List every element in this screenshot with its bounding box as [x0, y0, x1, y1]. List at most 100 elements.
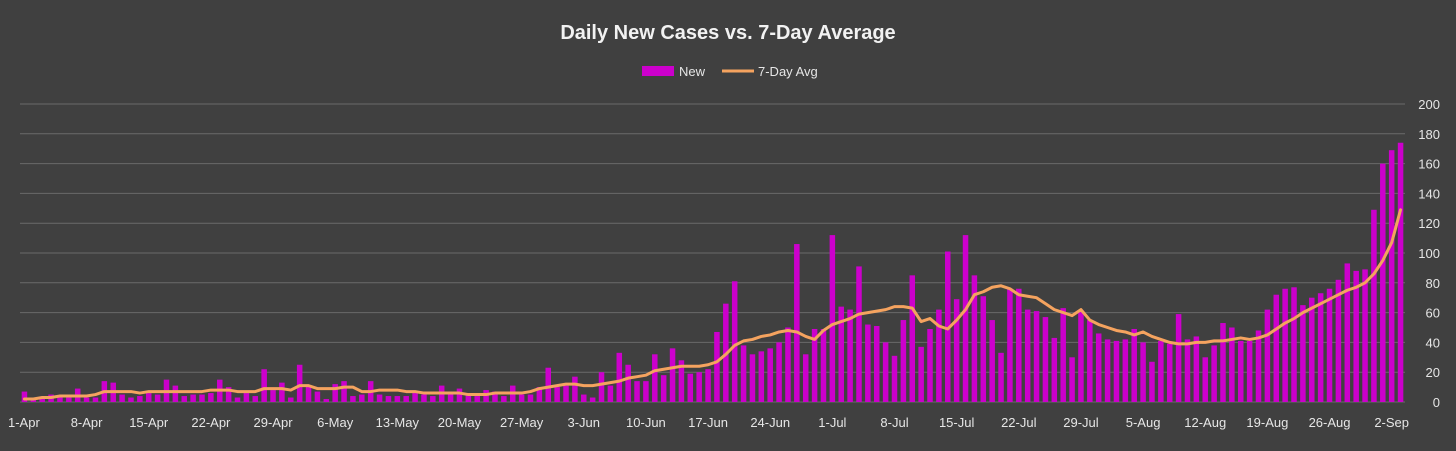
- bar-new: [447, 393, 454, 402]
- bar-new: [137, 396, 143, 402]
- bar-new: [1229, 327, 1235, 402]
- bar-new: [1238, 340, 1244, 402]
- bar-new: [359, 394, 365, 402]
- bar-new: [882, 342, 889, 402]
- bar-new: [980, 296, 987, 402]
- legend-label-avg: 7-Day Avg: [758, 64, 818, 79]
- bar-new: [1087, 320, 1093, 402]
- bar-new: [607, 385, 614, 402]
- bar-new: [39, 399, 45, 402]
- x-tick-label: 24-Jun: [750, 415, 790, 430]
- x-tick-label: 2-Sep: [1374, 415, 1409, 430]
- bar-new: [492, 391, 498, 402]
- bar-new: [1246, 340, 1253, 402]
- bar-new: [57, 396, 63, 402]
- bar-new: [829, 235, 836, 402]
- y-tick-label: 100: [1418, 246, 1440, 261]
- bar-new: [891, 355, 898, 402]
- bar-new: [332, 384, 338, 402]
- x-tick-label: 29-Apr: [254, 415, 294, 430]
- chart-title: Daily New Cases vs. 7-Day Average: [560, 22, 895, 44]
- bar-new: [145, 393, 152, 402]
- bar-new: [1095, 333, 1102, 402]
- x-tick-label: 22-Apr: [191, 415, 231, 430]
- y-tick-label: 160: [1418, 157, 1440, 172]
- bar-new: [705, 369, 711, 402]
- y-tick-label: 0: [1433, 395, 1440, 410]
- bar-new: [714, 331, 720, 402]
- x-tick-label: 10-Jun: [626, 415, 666, 430]
- bar-new: [234, 397, 241, 402]
- bar-new: [1193, 336, 1200, 402]
- bar-new: [660, 375, 667, 402]
- bar-new: [1344, 263, 1351, 402]
- x-axis-ticks: 1-Apr 8-Apr 15-Apr 22-Apr 29-Apr 6-May 13-May 2…: [8, 415, 1409, 430]
- bar-new: [989, 320, 995, 402]
- bar-new: [616, 352, 623, 402]
- x-tick-label: 26-Aug: [1309, 415, 1351, 430]
- bar-new: [634, 381, 640, 402]
- bar-new: [909, 275, 916, 402]
- bar-new: [1016, 288, 1022, 402]
- x-tick-label: 22-Jul: [1001, 415, 1037, 430]
- bar-new: [1220, 323, 1226, 402]
- bar-new: [181, 396, 187, 402]
- bar-new: [740, 345, 747, 402]
- bar-new: [1024, 309, 1031, 402]
- bar-new: [696, 372, 702, 402]
- bar-new: [758, 351, 765, 402]
- bar-new: [474, 396, 480, 402]
- bar-new: [1166, 343, 1173, 402]
- bar-new: [953, 299, 960, 402]
- bar-new: [305, 385, 312, 402]
- bar-new: [252, 396, 259, 402]
- bar-new: [936, 309, 942, 402]
- bar-new: [1335, 279, 1342, 402]
- bar-new: [589, 397, 596, 402]
- x-tick-label: 15-Apr: [129, 415, 169, 430]
- y-tick-label: 180: [1418, 127, 1440, 142]
- bar-new: [314, 391, 321, 402]
- bar-new: [323, 399, 330, 402]
- bar-new: [1273, 294, 1280, 402]
- bar-new: [394, 396, 401, 402]
- y-tick-label: 40: [1426, 335, 1440, 350]
- bar-new: [288, 397, 294, 402]
- bar-new: [873, 326, 880, 402]
- bar-new: [296, 364, 303, 402]
- x-tick-label: 8-Apr: [71, 415, 103, 430]
- bar-new: [554, 387, 560, 402]
- bar-new: [838, 306, 844, 402]
- bar-new: [1104, 339, 1111, 402]
- bar-new: [1388, 150, 1395, 402]
- legend-label-new: New: [679, 64, 706, 79]
- x-tick-label: 15-Jul: [939, 415, 975, 430]
- bar-new: [1397, 142, 1404, 403]
- bar-new: [350, 396, 356, 402]
- bar-new: [945, 251, 951, 402]
- bar-new: [1264, 309, 1271, 402]
- bar-new: [776, 342, 782, 402]
- bar-new: [501, 396, 507, 402]
- x-tick-label: 1-Jul: [818, 415, 846, 430]
- bar-new: [927, 328, 933, 402]
- bar-new: [918, 346, 924, 402]
- bar-new: [421, 394, 427, 402]
- bar-new: [128, 397, 134, 402]
- y-tick-label: 120: [1418, 216, 1440, 231]
- bar-new: [1149, 361, 1155, 402]
- bar-new: [199, 394, 205, 402]
- bar-new: [21, 391, 28, 402]
- x-tick-label: 19-Aug: [1246, 415, 1288, 430]
- x-tick-label: 12-Aug: [1184, 415, 1226, 430]
- bar-new: [1051, 337, 1058, 402]
- bar-new: [270, 390, 276, 402]
- bar-new: [1353, 270, 1359, 402]
- bar-new: [1042, 317, 1049, 402]
- bar-new: [1069, 357, 1075, 402]
- bar-new: [625, 364, 631, 402]
- bar-new: [1175, 314, 1182, 402]
- bar-new: [154, 394, 161, 402]
- bar-new: [1371, 209, 1377, 402]
